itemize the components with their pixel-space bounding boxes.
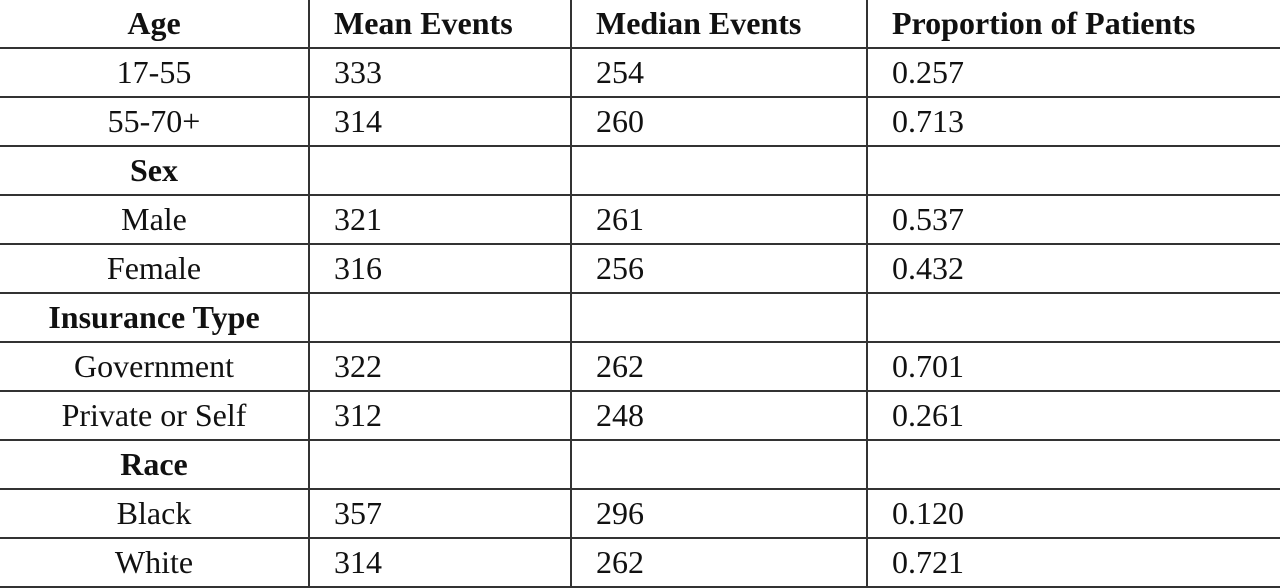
cell: 262	[571, 538, 868, 588]
cell: 0.713	[867, 97, 1280, 147]
cell: 316	[309, 244, 572, 294]
empty-cell	[309, 146, 572, 196]
row-label: 55-70+	[0, 97, 310, 147]
cell: 0.120	[867, 489, 1280, 539]
cell: 0.721	[867, 538, 1280, 588]
cell: 357	[309, 489, 572, 539]
section-label: Race	[0, 440, 310, 490]
cell: 322	[309, 342, 572, 392]
empty-cell	[867, 293, 1280, 343]
data-row: Male 321 261 0.537	[0, 195, 1280, 245]
empty-cell	[309, 440, 572, 490]
row-label: Female	[0, 244, 310, 294]
empty-cell	[571, 293, 868, 343]
row-label: Private or Self	[0, 391, 310, 441]
section-row: Race	[0, 440, 1280, 490]
header-cell: Age	[0, 0, 310, 49]
empty-cell	[571, 146, 868, 196]
data-row: Government 322 262 0.701	[0, 342, 1280, 392]
cell: 0.537	[867, 195, 1280, 245]
cell: 0.257	[867, 48, 1280, 98]
header-cell: Proportion of Patients	[867, 0, 1280, 49]
cell: 0.261	[867, 391, 1280, 441]
cell: 256	[571, 244, 868, 294]
table-header: Age Mean Events Median Events Proportion of…	[0, 0, 1280, 49]
header-row: Age Mean Events Median Events Proportion of…	[0, 0, 1280, 49]
data-row: Female 316 256 0.432	[0, 244, 1280, 294]
cell: 296	[571, 489, 868, 539]
cell: 0.701	[867, 342, 1280, 392]
data-row: Private or Self 312 248 0.261	[0, 391, 1280, 441]
row-label: White	[0, 538, 310, 588]
section-label: Sex	[0, 146, 310, 196]
cell: 314	[309, 97, 572, 147]
cell: 314	[309, 538, 572, 588]
data-row: 55-70+ 314 260 0.713	[0, 97, 1280, 147]
cell: 0.432	[867, 244, 1280, 294]
row-label: Government	[0, 342, 310, 392]
empty-cell	[867, 440, 1280, 490]
section-label: Insurance Type	[0, 293, 310, 343]
table-body: 17-55 333 254 0.257 55-70+ 314 260 0.713 Sex Male…	[0, 48, 1280, 588]
data-row: 17-55 333 254 0.257	[0, 48, 1280, 98]
row-label: Black	[0, 489, 310, 539]
cell: 321	[309, 195, 572, 245]
row-label: Male	[0, 195, 310, 245]
cell: 261	[571, 195, 868, 245]
cell: 333	[309, 48, 572, 98]
data-row: Black 357 296 0.120	[0, 489, 1280, 539]
cell: 254	[571, 48, 868, 98]
cell: 260	[571, 97, 868, 147]
section-row: Insurance Type	[0, 293, 1280, 343]
header-cell: Median Events	[571, 0, 868, 49]
cell: 262	[571, 342, 868, 392]
cell: 248	[571, 391, 868, 441]
empty-cell	[309, 293, 572, 343]
empty-cell	[571, 440, 868, 490]
header-cell: Mean Events	[309, 0, 572, 49]
section-row: Sex	[0, 146, 1280, 196]
row-label: 17-55	[0, 48, 310, 98]
cell: 312	[309, 391, 572, 441]
empty-cell	[867, 146, 1280, 196]
data-row: White 314 262 0.721	[0, 538, 1280, 588]
